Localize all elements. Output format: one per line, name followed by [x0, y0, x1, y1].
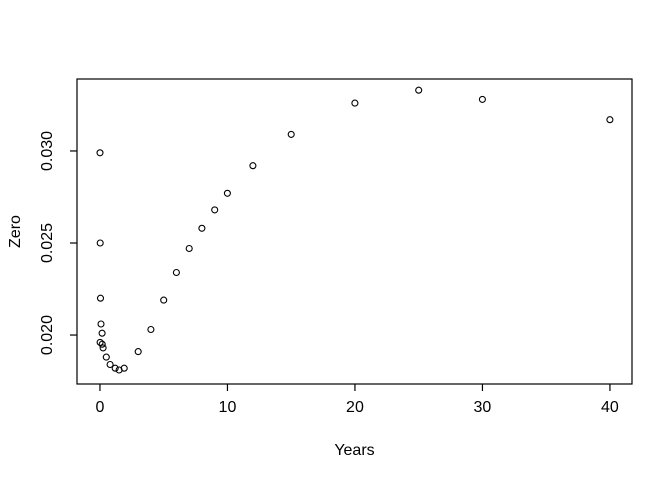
x-tick-label: 0	[95, 399, 104, 416]
data-point	[111, 364, 119, 372]
data-point	[102, 353, 110, 361]
data-point	[147, 325, 155, 334]
y-axis-title: Zero	[7, 215, 24, 248]
data-point	[198, 224, 206, 232]
data-point	[185, 244, 193, 253]
y-tick-label: 0.030	[39, 131, 56, 171]
data-point	[98, 340, 106, 348]
data-point	[120, 364, 128, 372]
data-point	[96, 149, 104, 157]
data-point	[287, 130, 295, 138]
data-point	[134, 348, 142, 356]
data-point	[211, 206, 219, 214]
y-tick-label: 0.025	[39, 223, 56, 263]
data-point	[478, 95, 486, 103]
plot-border	[76, 78, 633, 385]
y-tick-label: 0.020	[39, 315, 56, 355]
data-point	[98, 329, 106, 337]
data-point	[223, 189, 231, 197]
data-point	[606, 116, 614, 124]
data-point	[249, 162, 257, 170]
x-tick-label: 20	[346, 399, 364, 416]
data-point	[351, 99, 359, 107]
x-tick-label: 30	[474, 399, 492, 416]
x-tick-label: 40	[601, 399, 619, 416]
data-point	[415, 86, 423, 94]
data-point	[160, 296, 168, 304]
data-point	[106, 360, 114, 369]
x-tick-label: 10	[219, 399, 237, 416]
data-point	[97, 320, 105, 328]
data-point	[96, 239, 104, 247]
x-axis-title: Years	[334, 442, 374, 459]
data-point	[172, 268, 180, 277]
data-point	[96, 294, 105, 302]
data-point	[96, 338, 104, 346]
data-point	[99, 344, 107, 352]
